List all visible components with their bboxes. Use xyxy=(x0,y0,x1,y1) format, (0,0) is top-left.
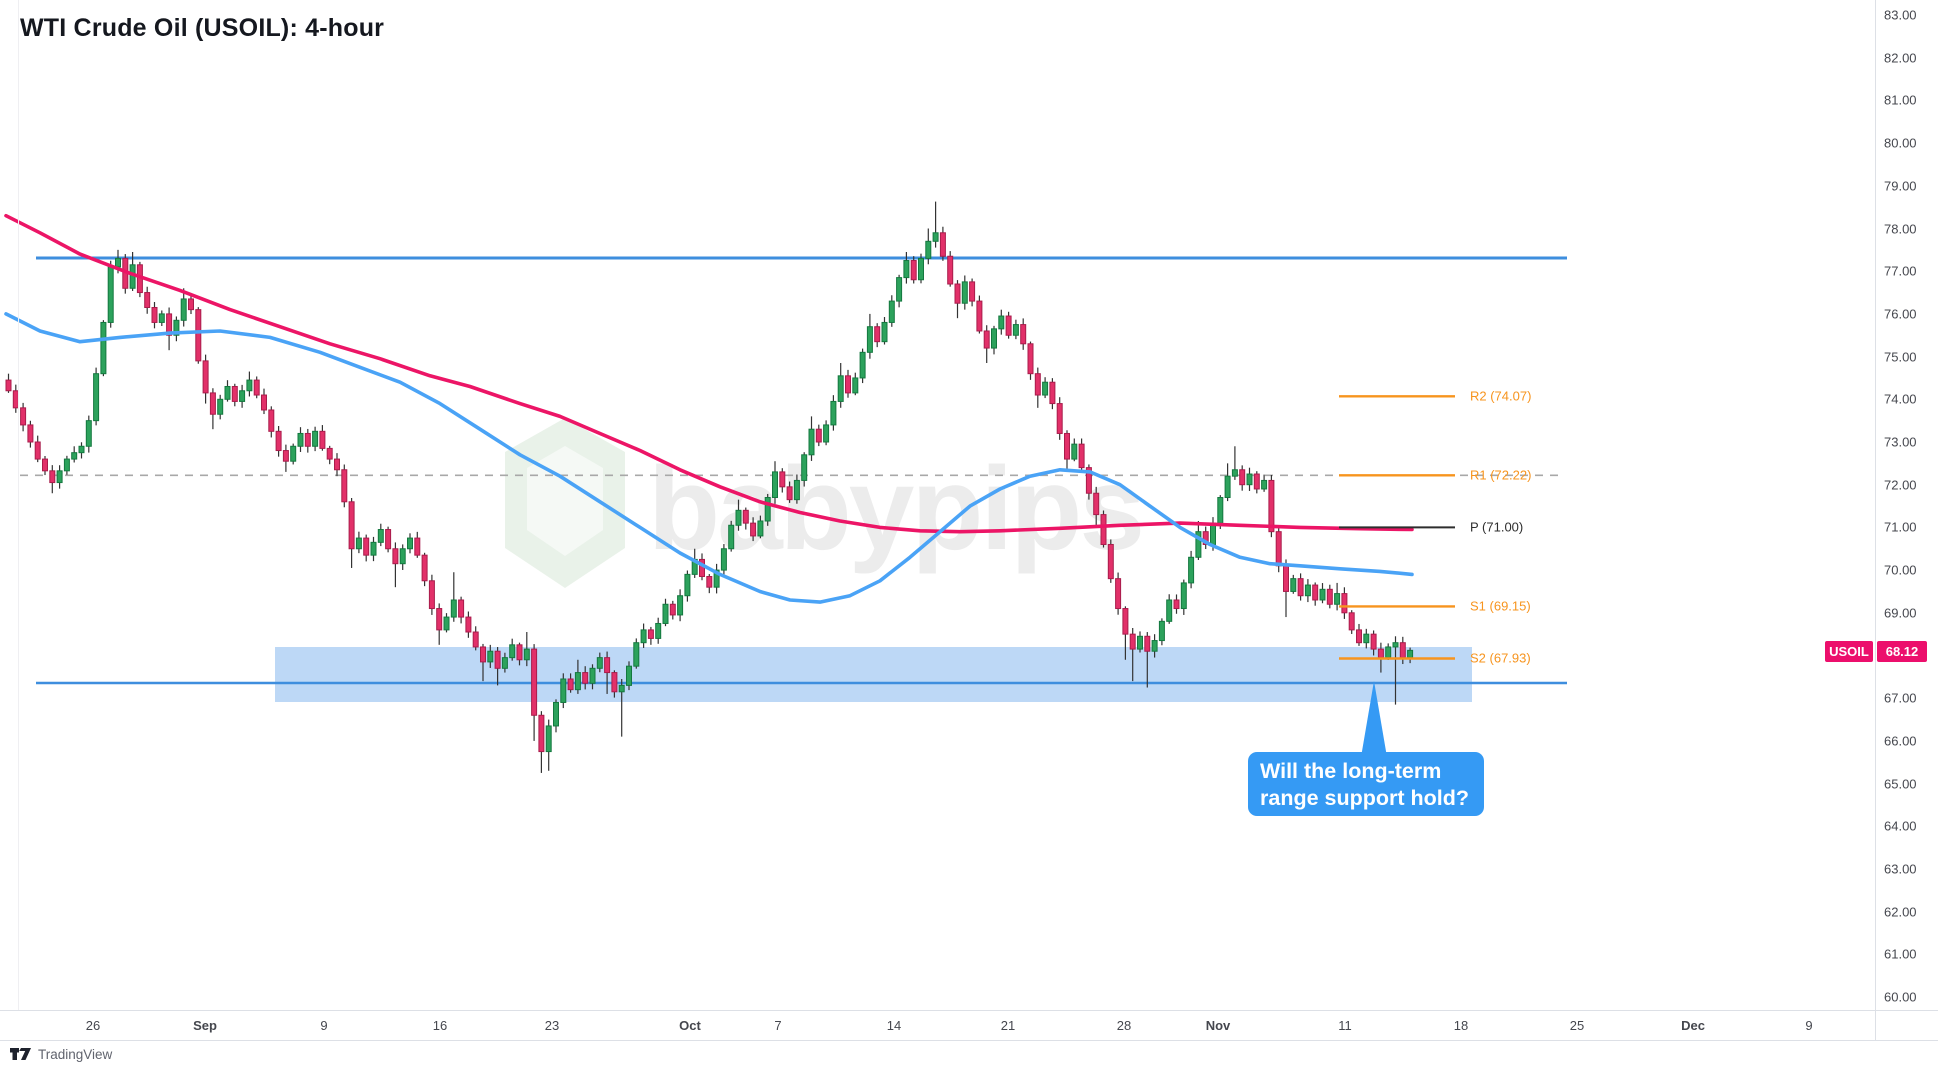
time-tick-16: 16 xyxy=(432,1018,448,1033)
price-tick-74.00: 74.00 xyxy=(1884,391,1917,407)
time-tick-9: 9 xyxy=(1805,1018,1813,1033)
tradingview-label: TradingView xyxy=(38,1046,113,1062)
price-tick-70.00: 70.00 xyxy=(1884,562,1917,578)
time-tick-Nov: Nov xyxy=(1205,1018,1231,1033)
time-tick-Dec: Dec xyxy=(1681,1018,1705,1033)
price-tick-71.00: 71.00 xyxy=(1884,519,1917,535)
time-tick-Sep: Sep xyxy=(193,1018,217,1033)
time-axis-border xyxy=(0,1010,1938,1011)
price-tick-81.00: 81.00 xyxy=(1884,92,1917,108)
price-tick-64.00: 64.00 xyxy=(1884,818,1917,834)
price-tick-61.00: 61.00 xyxy=(1884,946,1917,962)
tradingview-logo-icon xyxy=(10,1048,31,1060)
price-tick-83.00: 83.00 xyxy=(1884,7,1917,23)
watermark-text: babypips xyxy=(648,443,1142,575)
last-price-label[interactable]: 68.12 xyxy=(1877,641,1927,662)
time-tick-7: 7 xyxy=(774,1018,782,1033)
callout-tail xyxy=(1360,681,1388,763)
babypips-watermark: babypips xyxy=(505,418,1145,588)
price-tick-62.00: 62.00 xyxy=(1884,904,1917,920)
time-tick-23: 23 xyxy=(544,1018,560,1033)
price-tick-65.00: 65.00 xyxy=(1884,776,1917,792)
price-tick-72.00: 72.00 xyxy=(1884,477,1917,493)
callout-annotation[interactable]: Will the long-term range support hold? xyxy=(1248,752,1484,816)
pivot-label-p: P (71.00) xyxy=(1470,519,1524,535)
time-tick-11: 11 xyxy=(1338,1018,1352,1033)
pivot-label-r1: R1 (72.22) xyxy=(1470,467,1532,483)
price-tick-73.00: 73.00 xyxy=(1884,434,1917,450)
price-tick-80.00: 80.00 xyxy=(1884,135,1917,151)
time-tick-18: 18 xyxy=(1453,1018,1469,1033)
price-axis-border xyxy=(1875,0,1876,1040)
time-tick-28: 28 xyxy=(1116,1018,1132,1033)
tradingview-attribution[interactable]: TradingView xyxy=(10,1046,112,1062)
pivot-label-r2: R2 (74.07) xyxy=(1470,388,1532,404)
price-tick-75.00: 75.00 xyxy=(1884,349,1917,365)
chart-title: WTI Crude Oil (USOIL): 4-hour xyxy=(20,14,385,42)
price-tick-67.00: 67.00 xyxy=(1884,690,1917,706)
time-tick-Oct: Oct xyxy=(679,1018,701,1033)
price-tick-79.00: 79.00 xyxy=(1884,178,1917,194)
pivot-label-s1: S1 (69.15) xyxy=(1470,598,1531,614)
time-tick-9: 9 xyxy=(320,1018,328,1033)
time-tick-25: 25 xyxy=(1569,1018,1585,1033)
chart-left-border xyxy=(18,0,19,1010)
callout-line1: Will the long-term xyxy=(1260,759,1442,783)
price-tick-77.00: 77.00 xyxy=(1884,263,1917,279)
price-tick-82.00: 82.00 xyxy=(1884,50,1917,66)
price-tick-60.00: 60.00 xyxy=(1884,989,1917,1005)
price-tick-69.00: 69.00 xyxy=(1884,605,1917,621)
callout-line2: range support hold? xyxy=(1260,786,1470,810)
time-tick-26: 26 xyxy=(85,1018,101,1033)
ma-slow-line[interactable] xyxy=(4,312,1414,604)
symbol-tag: USOIL xyxy=(1825,641,1873,662)
ma-fast-line[interactable] xyxy=(4,213,1414,534)
support-zone[interactable] xyxy=(275,647,1472,702)
price-tick-76.00: 76.00 xyxy=(1884,306,1917,322)
price-tick-66.00: 66.00 xyxy=(1884,733,1917,749)
time-axis-border-bottom xyxy=(0,1040,1938,1041)
price-tick-78.00: 78.00 xyxy=(1884,221,1917,236)
price-tick-63.00: 63.00 xyxy=(1884,861,1917,877)
time-tick-14: 14 xyxy=(886,1018,902,1033)
pivot-label-s2: S2 (67.93) xyxy=(1470,650,1531,666)
candlestick-series xyxy=(5,201,1414,773)
time-tick-21: 21 xyxy=(1000,1018,1016,1033)
